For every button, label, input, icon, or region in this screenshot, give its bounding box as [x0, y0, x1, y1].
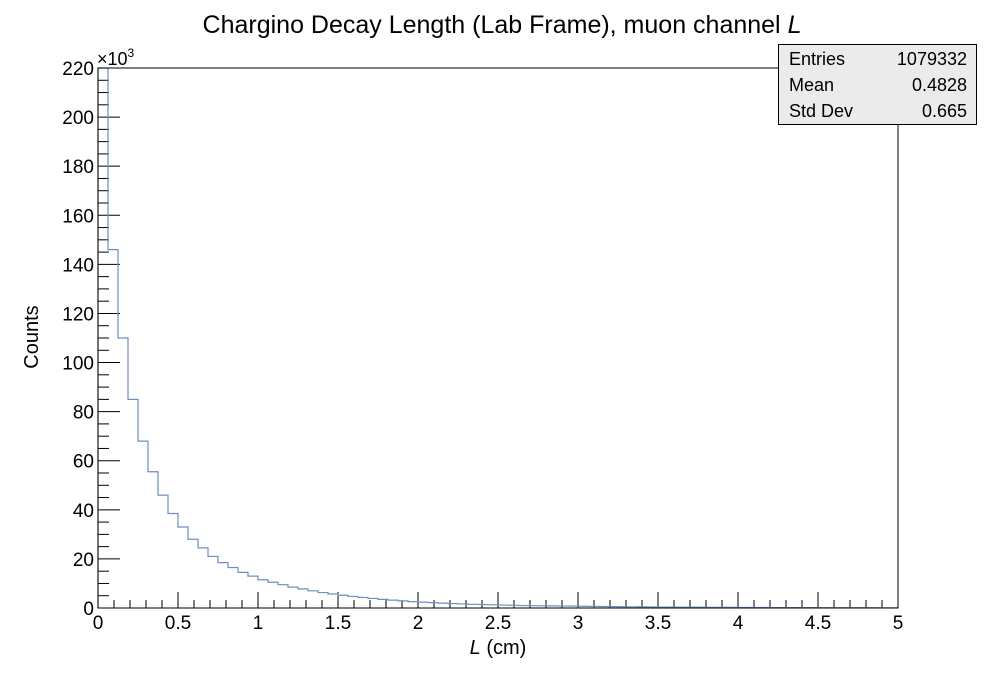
- y-axis-multiplier: ×103: [97, 46, 135, 69]
- histogram-series-line: [97, 67, 899, 609]
- x-axis-label: L (cm): [470, 637, 527, 659]
- y-tick-label: 80: [73, 403, 94, 424]
- x-tick-label: 3.5: [645, 613, 671, 634]
- y-tick-label: 160: [62, 206, 94, 227]
- stats-box: Entries 1079332 Mean 0.4828 Std Dev 0.66…: [778, 44, 977, 125]
- y-tick-label: 40: [73, 501, 94, 522]
- y-tick-label: 120: [62, 304, 94, 325]
- stats-entries-label: Entries: [789, 49, 846, 69]
- y-axis-label: Counts: [21, 305, 43, 368]
- stats-mean-label: Mean: [789, 75, 835, 95]
- stats-row-mean: Mean 0.4828: [779, 72, 976, 98]
- x-tick-label: 1: [253, 613, 264, 634]
- x-tick-label: 3: [573, 613, 584, 634]
- y-tick-label: 180: [62, 157, 94, 178]
- x-tick-label: 2: [413, 613, 424, 634]
- stats-row-stddev: Std Dev 0.665: [779, 98, 976, 124]
- stats-stddev-value: 0.665: [921, 101, 967, 121]
- x-tick-label: 2.5: [485, 613, 511, 634]
- y-tick-label: 200: [62, 108, 94, 129]
- y-tick-label: 0: [83, 599, 94, 620]
- x-tick-label: 0.5: [165, 613, 191, 634]
- y-tick-label: 220: [62, 59, 94, 80]
- y-tick-label: 20: [73, 550, 94, 571]
- stats-stddev-label: Std Dev: [789, 101, 854, 121]
- x-tick-label: 4.5: [805, 613, 831, 634]
- x-tick-label: 4: [733, 613, 744, 634]
- y-axis-ticks: 0 20 40 60 80 100 120 140 160 180 200 220: [62, 59, 120, 620]
- stats-entries-value: 1079332: [896, 49, 967, 69]
- x-tick-label: 0: [93, 613, 104, 634]
- stats-row-entries: Entries 1079332: [779, 46, 976, 72]
- chart-title: Chargino Decay Length (Lab Frame), muon …: [203, 11, 802, 39]
- plot-frame: [97, 67, 899, 609]
- x-tick-label: 5: [893, 613, 904, 634]
- stats-mean-value: 0.4828: [911, 75, 967, 95]
- y-tick-label: 140: [62, 255, 94, 276]
- y-tick-label: 60: [73, 452, 94, 473]
- x-tick-label: 1.5: [325, 613, 351, 634]
- y-tick-label: 100: [62, 354, 94, 375]
- x-axis-ticks: 0 0.5 1 1.5 2 2.5 3 3.5 4 4.5 5: [93, 592, 904, 634]
